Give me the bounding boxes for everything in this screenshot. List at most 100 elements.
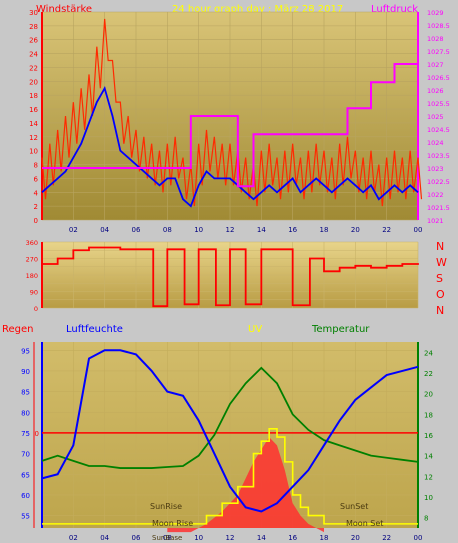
temperature-tick-label: 16 <box>424 432 433 440</box>
temperatur-title: Temperatur <box>311 324 370 335</box>
direction-letter-w: W <box>436 256 447 269</box>
humidity-tick-label: 80 <box>21 409 30 417</box>
uv-title: UV <box>248 324 262 335</box>
wind-tick-label: 16 <box>29 106 38 114</box>
humidity-tick-label: 90 <box>21 368 30 376</box>
temperature-tick-label: 20 <box>424 391 433 399</box>
direction-letter-n-top: N <box>436 240 444 253</box>
temperature-tick-label: 14 <box>424 453 433 461</box>
pressure-tick-label: 1022 <box>427 191 444 199</box>
wind-series-line <box>41 18 423 207</box>
pressure-tick-label: 1025 <box>427 113 444 121</box>
hour-tick-label: 06 <box>132 226 141 234</box>
regen-title: Regen <box>2 324 34 335</box>
humidity-tick-label: 75 <box>21 430 30 438</box>
direction-tick-label: 90 <box>30 289 38 297</box>
uv-line <box>42 428 418 525</box>
wind-average-line <box>41 85 419 208</box>
hour-tick-label-bottom: 06 <box>132 534 141 542</box>
hour-tick-label: 14 <box>257 226 266 234</box>
sunbase-label: SunBase <box>152 534 182 542</box>
direction-tick-label: 0 <box>34 305 38 313</box>
direction-tick-label: 270 <box>26 256 38 264</box>
pressure-tick-label: 1022.5 <box>427 178 450 186</box>
direction-tick-label: 360 <box>26 239 38 247</box>
direction-line <box>42 246 419 308</box>
humidity-tick-label: 95 <box>21 347 30 355</box>
temperature-tick-label: 24 <box>424 349 433 357</box>
temperature-tick-label: 18 <box>424 411 433 419</box>
moonset-label: Moon Set <box>346 519 383 528</box>
hour-tick-label-bottom: 04 <box>100 534 109 542</box>
hour-tick-label: 22 <box>382 226 391 234</box>
humidity-tick-label: 60 <box>21 492 30 500</box>
pressure-tick-label: 1027 <box>427 61 444 69</box>
direction-tick-label: 180 <box>26 272 38 280</box>
wind-tick-label: 0 <box>34 217 38 225</box>
hour-tick-label: 20 <box>351 226 360 234</box>
hour-tick-label-bottom: 08 <box>163 534 172 542</box>
pressure-tick-label: 1026.5 <box>427 74 450 82</box>
humidity-line <box>41 349 419 513</box>
hour-tick-label-bottom: 18 <box>320 534 329 542</box>
wind-tick-label: 4 <box>34 189 39 197</box>
humidity-tick-label: 85 <box>21 389 30 397</box>
sunset-label: SunSet <box>340 502 368 511</box>
wind-tick-label: 14 <box>29 120 38 128</box>
wind-tick-label: 10 <box>29 148 38 156</box>
hour-tick-label: 12 <box>226 226 235 234</box>
pressure-tick-label: 1025.5 <box>427 100 450 108</box>
center-title: 24 hour graph day : März 28 2017 <box>172 4 343 15</box>
wind-tick-label: 30 <box>29 9 38 17</box>
hour-tick-label-bottom: 00 <box>414 534 423 542</box>
temperature-tick-label: 10 <box>424 494 433 502</box>
hour-tick-label-bottom: 16 <box>288 534 297 542</box>
wind-tick-label: 2 <box>34 203 38 211</box>
humidity-tick-label: 65 <box>21 471 30 479</box>
pressure-tick-label: 1028.5 <box>427 22 450 30</box>
hour-tick-label-bottom: 20 <box>351 534 360 542</box>
hour-tick-label: 18 <box>320 226 329 234</box>
pressure-tick-label: 1021 <box>427 217 444 225</box>
wind-tick-label: 6 <box>34 175 39 183</box>
direction-letter-s: S <box>436 272 443 285</box>
wind-tick-label: 20 <box>29 78 38 86</box>
pressure-tick-label: 1027.5 <box>427 48 450 56</box>
hour-tick-label: 08 <box>163 226 172 234</box>
wind-tick-label: 28 <box>29 23 38 31</box>
pressure-tick-label: 1021.5 <box>427 204 450 212</box>
temperature-line <box>41 366 419 469</box>
sunrise-label: SunRise <box>150 502 182 511</box>
hour-tick-label: 10 <box>194 226 203 234</box>
wind-tick-label: 24 <box>29 51 38 59</box>
pressure-tick-label: 1024.5 <box>427 126 450 134</box>
left-title: Windstärke <box>36 4 92 15</box>
pressure-tick-label: 1026 <box>427 87 444 95</box>
temperature-tick-label: 22 <box>424 370 433 378</box>
pressure-tick-label: 1028 <box>427 35 444 43</box>
wind-tick-label: 26 <box>29 37 38 45</box>
direction-letter-o: O <box>436 288 445 301</box>
axis-layer: 02468101214161820222426283010211021.5102… <box>21 9 450 542</box>
wind-tick-label: 18 <box>29 92 38 100</box>
hour-tick-label-bottom: 02 <box>69 534 78 542</box>
solar-area <box>167 437 324 533</box>
pressure-tick-label: 1029 <box>427 9 444 17</box>
pressure-tick-label: 1024 <box>427 139 444 147</box>
humidity-tick-label: 70 <box>21 451 30 459</box>
wind-tick-label: 8 <box>34 162 38 170</box>
hour-tick-label: 00 <box>414 226 423 234</box>
pressure-line <box>42 63 418 188</box>
hour-tick-label-bottom: 10 <box>194 534 203 542</box>
wind-tick-label: 22 <box>29 64 38 72</box>
moonrise-label: Moon Rise <box>152 519 193 528</box>
luftfeuchte-title: Luftfeuchte <box>66 324 123 335</box>
hour-tick-label-bottom: 12 <box>226 534 235 542</box>
hour-tick-label: 04 <box>100 226 109 234</box>
pressure-tick-label: 1023 <box>427 165 444 173</box>
pressure-tick-label: 1023.5 <box>427 152 450 160</box>
humidity-tick-label: 55 <box>21 513 30 521</box>
wind-tick-label: 12 <box>29 134 38 142</box>
temperature-tick-label: 8 <box>424 515 428 523</box>
